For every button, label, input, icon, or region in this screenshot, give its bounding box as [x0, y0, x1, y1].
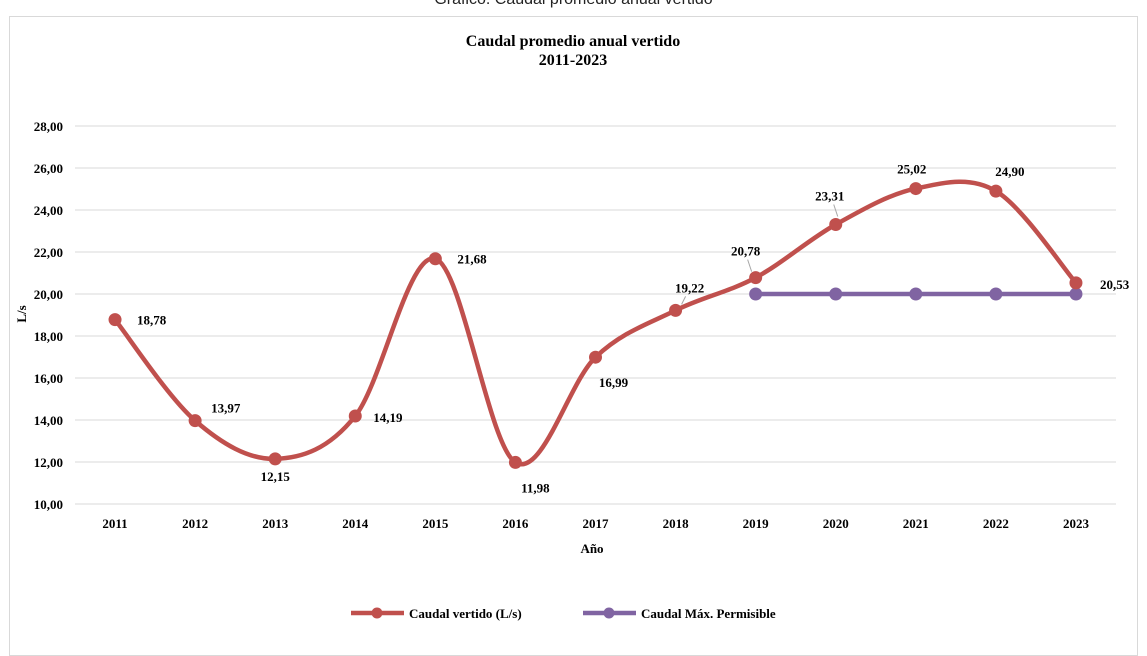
leader-line [833, 204, 839, 217]
chart-subtitle: 2011-2023 [539, 52, 607, 69]
point-caudal-vertido [348, 409, 362, 423]
point-caudal-vertido [428, 252, 442, 266]
point-caudal-vertido [1069, 276, 1083, 290]
point-caudal-vertido [829, 217, 843, 231]
point-caudal-vertido [108, 313, 122, 327]
data-label: 13,97 [211, 401, 241, 416]
point-caudal-vertido [909, 182, 923, 196]
point-caudal-vertido [749, 271, 763, 285]
gridlines [75, 125, 1116, 505]
point-caudal-vertido [669, 303, 683, 317]
point-caudal-vertido [188, 414, 202, 428]
leader-line [681, 296, 687, 305]
x-tick-label: 2023 [1063, 516, 1090, 531]
data-label: 16,99 [599, 375, 629, 390]
x-tick-label: 2013 [262, 516, 289, 531]
data-label: 14,19 [373, 410, 403, 425]
x-tick-label: 2022 [983, 516, 1009, 531]
series-layer [108, 179, 1083, 469]
y-tick-label: 26,00 [34, 161, 63, 176]
point-caudal-vertido [268, 452, 282, 466]
x-tick-label: 2014 [342, 516, 369, 531]
y-tick-label: 12,00 [34, 455, 63, 470]
y-axis-ticks: 10,00 12,00 14,00 16,00 18,00 20,00 22,00 24,00… [34, 119, 63, 512]
point-max-permissible [749, 287, 763, 301]
legend-marker-caudal-vertido [371, 607, 383, 619]
y-tick-label: 10,00 [34, 497, 63, 512]
legend-label-max-permissible: Caudal Máx. Permisible [641, 606, 776, 621]
y-tick-label: 14,00 [34, 413, 63, 428]
data-label: 20,53 [1100, 277, 1130, 292]
x-axis-label: Año [580, 541, 603, 556]
data-label: 18,78 [137, 313, 167, 328]
point-caudal-vertido [589, 350, 602, 364]
x-tick-label: 2020 [823, 516, 849, 531]
legend-marker-max-permissible [603, 607, 615, 619]
x-tick-label: 2015 [422, 516, 449, 531]
leader-line [747, 259, 753, 272]
x-tick-label: 2021 [903, 516, 929, 531]
data-labels: 18,78 13,97 12,15 14,19 21,68 11,98 16,99 19,22… [137, 162, 1130, 496]
data-label: 12,15 [261, 469, 291, 484]
y-tick-label: 18,00 [34, 329, 63, 344]
data-label: 25,02 [897, 162, 926, 177]
y-tick-label: 22,00 [34, 245, 63, 260]
data-label: 19,22 [675, 280, 704, 295]
legend-label-caudal-vertido: Caudal vertido (L/s) [409, 606, 522, 621]
x-tick-label: 2018 [663, 516, 690, 531]
x-tick-label: 2011 [102, 516, 127, 531]
page-caption: Gráfico. Caudal promedio anual vertido [0, 0, 1147, 9]
y-tick-label: 28,00 [34, 119, 63, 134]
chart-title: Caudal promedio anual vertido [466, 33, 680, 50]
data-label: 20,78 [731, 244, 761, 259]
data-label: 21,68 [457, 252, 487, 267]
point-max-permissible [1069, 287, 1083, 301]
legend: Caudal vertido (L/s) Caudal Máx. Permisib… [351, 606, 776, 621]
x-axis-ticks: 2011 2012 2013 2014 2015 2016 2017 2018 2019 2020… [102, 516, 1089, 531]
x-tick-label: 2019 [743, 516, 770, 531]
y-axis-label: L/s [14, 305, 29, 322]
point-max-permissible [989, 287, 1003, 301]
x-tick-label: 2016 [502, 516, 529, 531]
point-max-permissible [909, 287, 923, 301]
y-tick-label: 20,00 [34, 287, 63, 302]
series-line-caudal-vertido [112, 179, 1079, 467]
data-label: 24,90 [995, 164, 1024, 179]
x-tick-label: 2012 [182, 516, 208, 531]
y-tick-label: 16,00 [34, 371, 63, 386]
y-tick-label: 24,00 [34, 203, 63, 218]
data-label: 11,98 [521, 480, 550, 495]
data-label: 23,31 [815, 188, 844, 203]
x-tick-label: 2017 [583, 516, 610, 531]
point-max-permissible [829, 287, 843, 301]
point-caudal-vertido [989, 184, 1003, 198]
point-caudal-vertido [508, 455, 522, 469]
